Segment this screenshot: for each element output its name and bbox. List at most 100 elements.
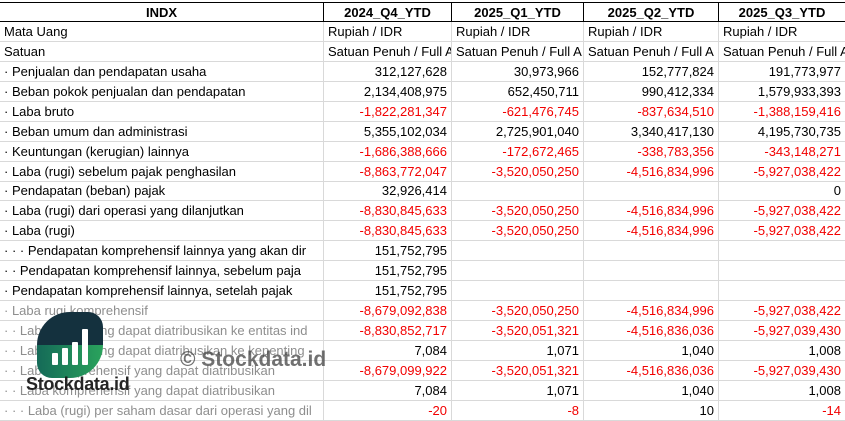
value-cell[interactable]: -1,686,388,666 [323,141,451,161]
value-cell[interactable]: 1,040 [583,380,718,400]
value-cell[interactable]: 1,008 [718,341,845,360]
value-cell[interactable]: Satuan Penuh / Full A [583,41,718,61]
value-cell[interactable]: -3,520,050,250 [451,161,583,181]
value-cell[interactable]: 990,412,334 [583,81,718,101]
value-cell[interactable]: -8,863,772,047 [323,161,451,181]
value-cell[interactable]: 1,579,933,393 [718,81,845,101]
value-cell[interactable]: -5,927,038,422 [718,201,845,221]
row-label-cell[interactable]: Satuan [4,43,46,59]
value-cell[interactable]: -4,516,836,036 [583,321,718,340]
value-cell[interactable]: -8 [451,400,583,420]
value-cell[interactable]: -172,672,465 [451,141,583,161]
value-cell[interactable] [451,261,583,281]
value-cell[interactable]: -4,516,834,996 [583,301,718,321]
row-label-cell[interactable]: · · · Laba (rugi) per saham dasar dari o… [4,402,312,418]
column-header[interactable]: 2024_Q4_YTD [323,3,451,21]
value-cell[interactable]: -3,520,050,250 [451,201,583,221]
value-cell[interactable]: 30,973,966 [451,61,583,81]
value-cell[interactable]: Rupiah / IDR [451,22,583,41]
value-cell[interactable]: -343,148,271 [718,141,845,161]
value-cell[interactable] [583,181,718,201]
value-cell[interactable]: -4,516,834,996 [583,201,718,221]
value-cell[interactable]: -5,927,039,430 [718,360,845,380]
value-cell[interactable]: 4,195,730,735 [718,121,845,141]
value-cell[interactable]: 151,752,795 [323,281,451,301]
value-cell[interactable]: -3,520,051,321 [451,321,583,340]
value-cell[interactable]: -3,520,051,321 [451,360,583,380]
row-label-cell[interactable]: · Laba (rugi) dari operasi yang dilanjut… [4,203,244,219]
value-cell[interactable]: -4,516,836,036 [583,360,718,380]
value-cell[interactable]: -20 [323,400,451,420]
value-cell[interactable]: -8,679,092,838 [323,301,451,321]
value-cell[interactable]: 1,008 [718,380,845,400]
row-label-cell[interactable]: · · Pendapatan komprehensif lainnya, seb… [4,263,302,279]
value-cell[interactable]: 151,752,795 [323,241,451,261]
value-cell[interactable]: Rupiah / IDR [583,22,718,41]
value-cell[interactable]: 5,355,102,034 [323,121,451,141]
value-cell[interactable]: -5,927,038,422 [718,221,845,241]
value-cell[interactable]: 0 [718,181,845,201]
value-cell[interactable]: 151,752,795 [323,261,451,281]
value-cell[interactable]: -8,830,845,633 [323,221,451,241]
value-cell[interactable]: 652,450,711 [451,81,583,101]
row-label-cell[interactable]: · · Laba komprehensif yang dapat diatrib… [4,382,275,398]
value-cell[interactable]: -4,516,834,996 [583,221,718,241]
value-cell[interactable]: 1,071 [451,341,583,360]
row-label-cell[interactable]: · Pendapatan komprehensif lainnya, setel… [4,283,293,299]
row-label-cell[interactable]: · · Laba (rugi) yang dapat diatribusikan… [4,323,308,339]
row-label-cell[interactable]: · Keuntungan (kerugian) lainnya [4,143,190,159]
row-label-cell[interactable]: · Laba rugi komprehensif [4,303,148,319]
value-cell[interactable]: 32,926,414 [323,181,451,201]
value-cell[interactable]: -4,516,834,996 [583,161,718,181]
column-header[interactable]: INDX [145,4,178,20]
row-label-cell[interactable]: Mata Uang [4,23,68,39]
value-cell[interactable]: -8,830,852,717 [323,321,451,340]
value-cell[interactable] [451,281,583,301]
value-cell[interactable]: -1,388,159,416 [718,101,845,121]
value-cell[interactable]: 312,127,628 [323,61,451,81]
value-cell[interactable]: -621,476,745 [451,101,583,121]
value-cell[interactable]: -5,927,038,422 [718,301,845,321]
value-cell[interactable]: 152,777,824 [583,61,718,81]
row-label-cell[interactable]: · · · Pendapatan komprehensif lainnya ya… [4,243,307,259]
value-cell[interactable]: -5,927,039,430 [718,321,845,340]
value-cell[interactable]: -5,927,038,422 [718,161,845,181]
value-cell[interactable]: -14 [718,400,845,420]
value-cell[interactable]: -3,520,050,250 [451,301,583,321]
column-header[interactable]: 2025_Q1_YTD [451,3,583,21]
value-cell[interactable]: 1,040 [583,341,718,360]
value-cell[interactable]: Rupiah / IDR [323,22,451,41]
value-cell[interactable]: 7,084 [323,341,451,360]
row-label-cell[interactable]: · Penjualan dan pendapatan usaha [4,63,207,79]
value-cell[interactable]: -338,783,356 [583,141,718,161]
value-cell[interactable] [451,181,583,201]
value-cell[interactable] [718,241,845,261]
value-cell[interactable]: 191,773,977 [718,61,845,81]
row-label-cell[interactable]: · Laba (rugi) [4,223,75,239]
value-cell[interactable]: Satuan Penuh / Full A [718,41,845,61]
value-cell[interactable]: -8,830,845,633 [323,201,451,221]
value-cell[interactable]: 7,084 [323,380,451,400]
value-cell[interactable] [583,261,718,281]
value-cell[interactable]: -1,822,281,347 [323,101,451,121]
value-cell[interactable] [583,241,718,261]
value-cell[interactable]: Rupiah / IDR [718,22,845,41]
value-cell[interactable]: 10 [583,400,718,420]
row-label-cell[interactable]: · Laba bruto [4,103,75,119]
value-cell[interactable]: 2,725,901,040 [451,121,583,141]
row-label-cell[interactable]: · · Laba (rugi) yang dapat diatribusikan… [4,342,305,358]
value-cell[interactable] [718,281,845,301]
value-cell[interactable]: -8,679,099,922 [323,360,451,380]
value-cell[interactable]: -837,634,510 [583,101,718,121]
value-cell[interactable]: Satuan Penuh / Full A [451,41,583,61]
value-cell[interactable] [583,281,718,301]
row-label-cell[interactable]: · Laba (rugi) sebelum pajak penghasilan [4,163,236,179]
column-header[interactable]: 2025_Q2_YTD [583,3,718,21]
value-cell[interactable] [718,261,845,281]
row-label-cell[interactable]: · Pendapatan (beban) pajak [4,183,166,199]
value-cell[interactable]: -3,520,050,250 [451,221,583,241]
value-cell[interactable]: 3,340,417,130 [583,121,718,141]
row-label-cell[interactable]: · Beban pokok penjualan dan pendapatan [4,83,246,99]
value-cell[interactable]: 1,071 [451,380,583,400]
value-cell[interactable]: Satuan Penuh / Full A [323,41,451,61]
